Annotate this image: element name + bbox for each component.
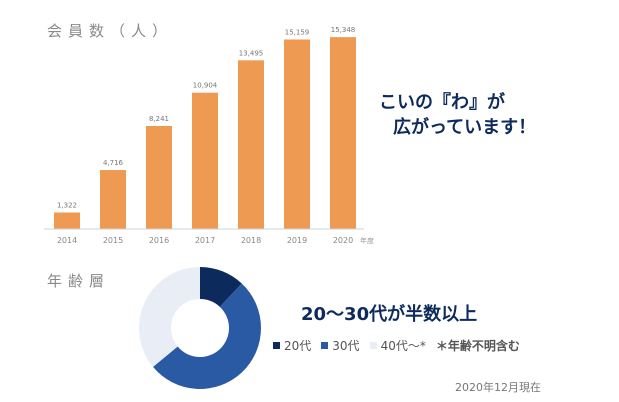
- x-tick-2019: 2019: [287, 236, 307, 245]
- tagline-line1: こいの『わ』が: [379, 92, 505, 113]
- value-label-2020: 15,348: [331, 26, 356, 34]
- age-donut-chart: [138, 267, 262, 390]
- age-legend: 20代 30代 40代〜* ＊年齢不明含む: [273, 337, 520, 354]
- value-label-2018: 13,495: [239, 49, 264, 57]
- value-label-2014: 1,322: [57, 201, 77, 209]
- bar-2016: [146, 125, 172, 229]
- bar-2014: [54, 212, 80, 229]
- legend-label-20s: 20代: [284, 339, 312, 353]
- x-tick-2017: 2017: [195, 236, 215, 245]
- age-section-title: 年齢層: [47, 272, 111, 290]
- bar-2015: [100, 170, 126, 229]
- age-summary-headline: 20〜30代が半数以上: [301, 304, 478, 325]
- x-axis-unit: 年度: [360, 236, 374, 245]
- tagline-line2: 広がっています！: [393, 117, 537, 138]
- bar-2017: [192, 92, 218, 229]
- legend-item-20s: 20代: [273, 337, 311, 354]
- bar-2018: [238, 60, 264, 229]
- x-tick-2015: 2015: [103, 236, 123, 245]
- value-label-2017: 10,904: [193, 82, 218, 90]
- as-of-date: 2020年12月現在: [455, 381, 541, 394]
- bar-2020: [330, 37, 356, 230]
- donut-slice-1: [152, 283, 262, 390]
- legend-item-40s-plus: 40代〜*: [369, 337, 426, 354]
- value-label-2016: 8,241: [149, 115, 169, 123]
- bar-2019: [284, 39, 310, 230]
- legend-swatch-30s: [321, 342, 329, 349]
- legend-swatch-40s-plus: [369, 342, 377, 349]
- x-tick-2014: 2014: [57, 236, 77, 245]
- legend-swatch-20s: [273, 342, 280, 349]
- x-tick-2016: 2016: [149, 236, 169, 245]
- members-section-title: 会員数（人）: [47, 22, 174, 40]
- legend-note: ＊年齢不明含む: [435, 339, 520, 353]
- value-label-2019: 15,159: [285, 29, 310, 37]
- legend-item-30s: 30代: [321, 337, 360, 354]
- x-tick-2020: 2020: [333, 236, 353, 245]
- legend-label-30s: 30代: [332, 339, 360, 353]
- x-tick-2018: 2018: [241, 236, 261, 245]
- value-label-2015: 4,716: [103, 159, 124, 167]
- donut-slice-2: [138, 267, 200, 367]
- donut-slice-0: [200, 267, 242, 307]
- legend-label-40s-plus: 40代〜*: [380, 339, 426, 353]
